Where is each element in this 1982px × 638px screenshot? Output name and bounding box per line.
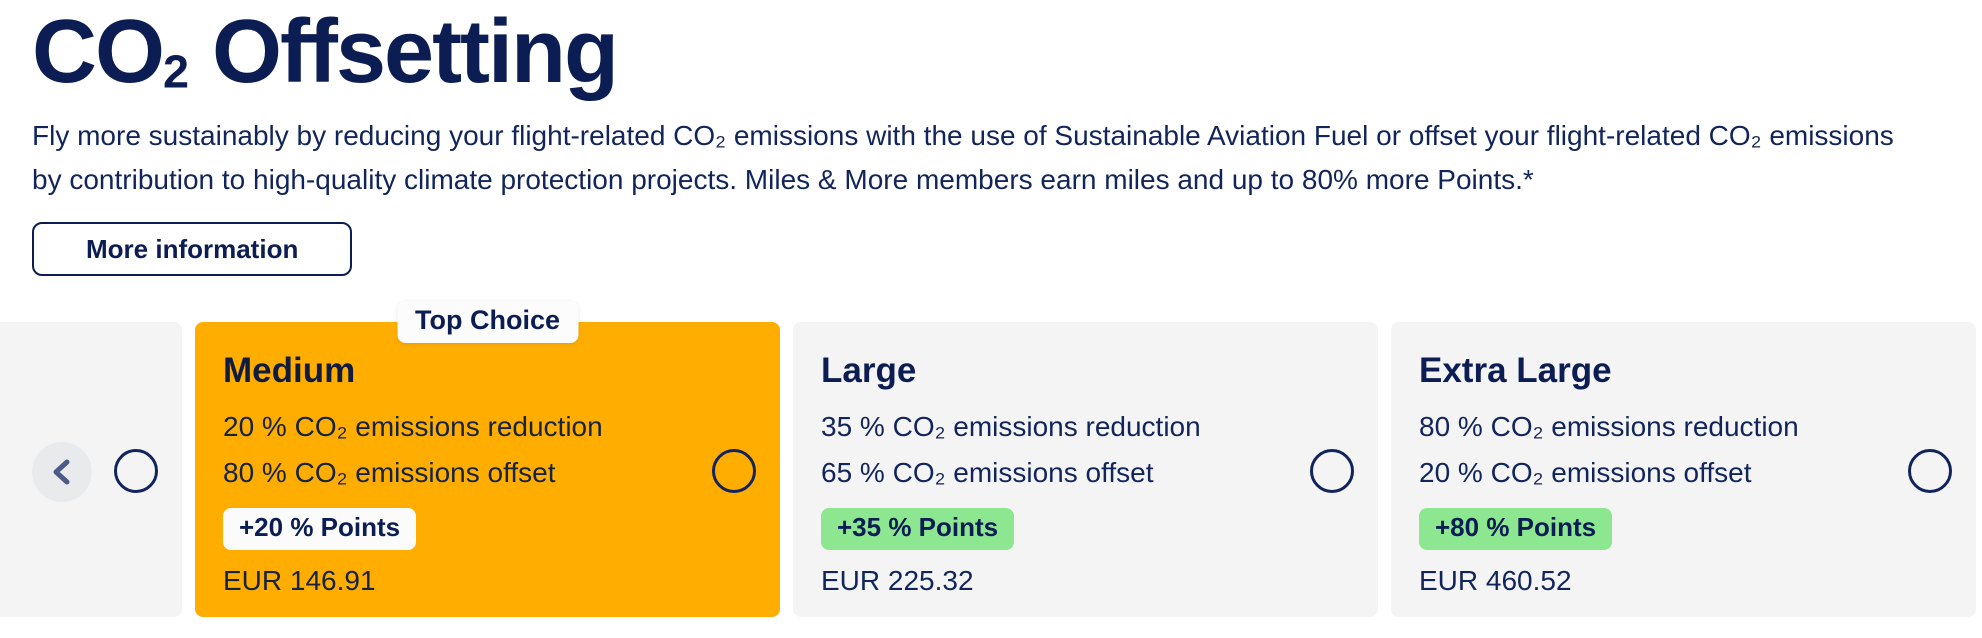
radio-large[interactable]: [1310, 449, 1354, 493]
description-line-2: by contribution to high-quality climate …: [32, 164, 1534, 195]
radio-medium[interactable]: [712, 449, 756, 493]
description: Fly more sustainably by reducing your fl…: [32, 114, 1950, 202]
card-title-large: Large: [821, 351, 917, 390]
page-title-co: CO: [32, 2, 165, 102]
card-price-medium: EUR 146.91: [223, 565, 376, 596]
offset-card-medium[interactable]: Top Choice Medium 20 % CO₂ emissions red…: [195, 301, 780, 617]
page-title: CO2 Offsetting: [32, 6, 1950, 98]
radio-previous-option[interactable]: [114, 449, 158, 493]
card-price-large: EUR 225.32: [821, 565, 974, 596]
points-badge-large: +35 % Points: [821, 508, 1015, 550]
page-title-subscript: 2: [163, 45, 190, 98]
more-information-button[interactable]: More information: [32, 222, 353, 276]
chevron-left-icon: [53, 459, 70, 485]
card-reduction-medium: 20 % CO₂ emissions reduction: [223, 411, 603, 442]
card-title-extra-large: Extra Large: [1419, 351, 1612, 390]
description-line-1: Fly more sustainably by reducing your fl…: [32, 120, 1894, 151]
points-badge-extra-large: +80 % Points: [1419, 508, 1613, 550]
top-choice-badge: Top Choice: [397, 301, 578, 343]
radio-extra-large[interactable]: [1908, 449, 1952, 493]
card-title-medium: Medium: [223, 351, 356, 390]
offset-card-large[interactable]: Large 35 % CO₂ emissions reduction 65 % …: [793, 322, 1378, 617]
carousel-prev-button[interactable]: [32, 442, 92, 502]
card-offset-extra-large: 20 % CO₂ emissions offset: [1419, 457, 1752, 488]
card-offset-medium: 80 % CO₂ emissions offset: [223, 457, 556, 488]
page-title-rest: Offsetting: [189, 2, 619, 102]
points-badge-medium: +20 % Points: [223, 508, 417, 550]
offset-card-extra-large[interactable]: Extra Large 80 % CO₂ emissions reduction…: [1391, 322, 1976, 617]
card-reduction-large: 35 % CO₂ emissions reduction: [821, 411, 1201, 442]
card-offset-large: 65 % CO₂ emissions offset: [821, 457, 1154, 488]
card-price-extra-large: EUR 460.52: [1419, 565, 1572, 596]
offset-options-carousel: Top Choice Medium 20 % CO₂ emissions red…: [0, 301, 1982, 617]
card-reduction-extra-large: 80 % CO₂ emissions reduction: [1419, 411, 1799, 442]
header: CO2 Offsetting Fly more sustainably by r…: [0, 0, 1982, 276]
